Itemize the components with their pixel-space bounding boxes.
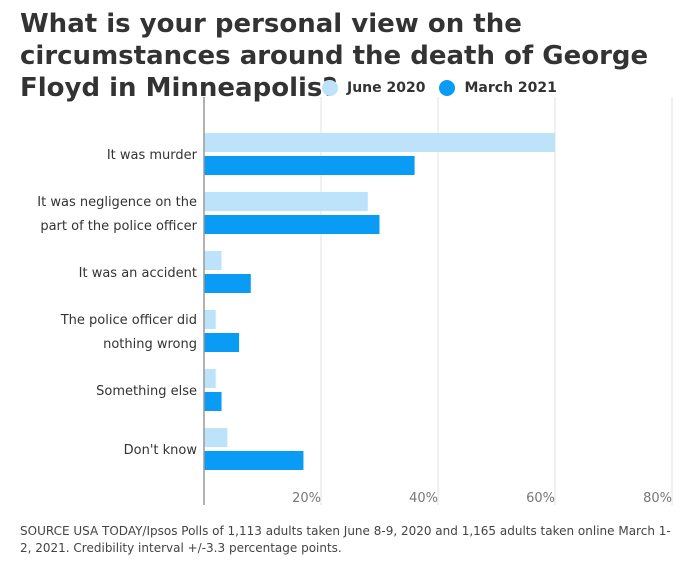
category-label: The police officer did xyxy=(60,313,197,328)
bar-march-2021 xyxy=(204,392,222,411)
category-label: part of the police officer xyxy=(40,219,197,234)
bar-march-2021 xyxy=(204,215,380,234)
bar-june-2020 xyxy=(204,192,368,211)
bar-june-2020 xyxy=(204,310,216,329)
category-label: It was murder xyxy=(107,148,198,163)
bar-march-2021 xyxy=(204,156,415,175)
legend-swatch-march-2021 xyxy=(439,80,456,96)
chart-title: What is your personal view on the circum… xyxy=(20,9,649,103)
category-label: nothing wrong xyxy=(103,337,197,352)
bar-march-2021 xyxy=(204,274,251,293)
x-tick-label: 20% xyxy=(292,491,321,506)
legend-item-march-2021: March 2021 xyxy=(439,80,557,96)
bar-june-2020 xyxy=(204,133,555,152)
category-label: It was negligence on the xyxy=(37,195,197,210)
x-tick-label: 40% xyxy=(409,491,438,506)
x-tick-label: 60% xyxy=(526,491,555,506)
bar-june-2020 xyxy=(204,428,228,447)
legend: June 2020 March 2021 xyxy=(322,80,571,96)
bar-june-2020 xyxy=(204,251,222,270)
category-label: Don't know xyxy=(124,443,198,458)
x-tick-label: 80% xyxy=(643,491,672,506)
bar-march-2021 xyxy=(204,451,304,470)
legend-swatch-june-2020 xyxy=(322,80,338,96)
category-label: It was an accident xyxy=(79,266,197,281)
legend-label-march-2021: March 2021 xyxy=(464,80,557,96)
source-note: SOURCE USA TODAY/Ipsos Polls of 1,113 ad… xyxy=(20,524,671,555)
category-label: Something else xyxy=(96,384,197,399)
bar-chart: It was murder It was negligence on the par… xyxy=(37,97,673,506)
legend-item-june-2020: June 2020 xyxy=(322,80,425,96)
bar-march-2021 xyxy=(204,333,240,352)
legend-label-june-2020: June 2020 xyxy=(347,80,426,96)
bar-june-2020 xyxy=(204,369,216,388)
